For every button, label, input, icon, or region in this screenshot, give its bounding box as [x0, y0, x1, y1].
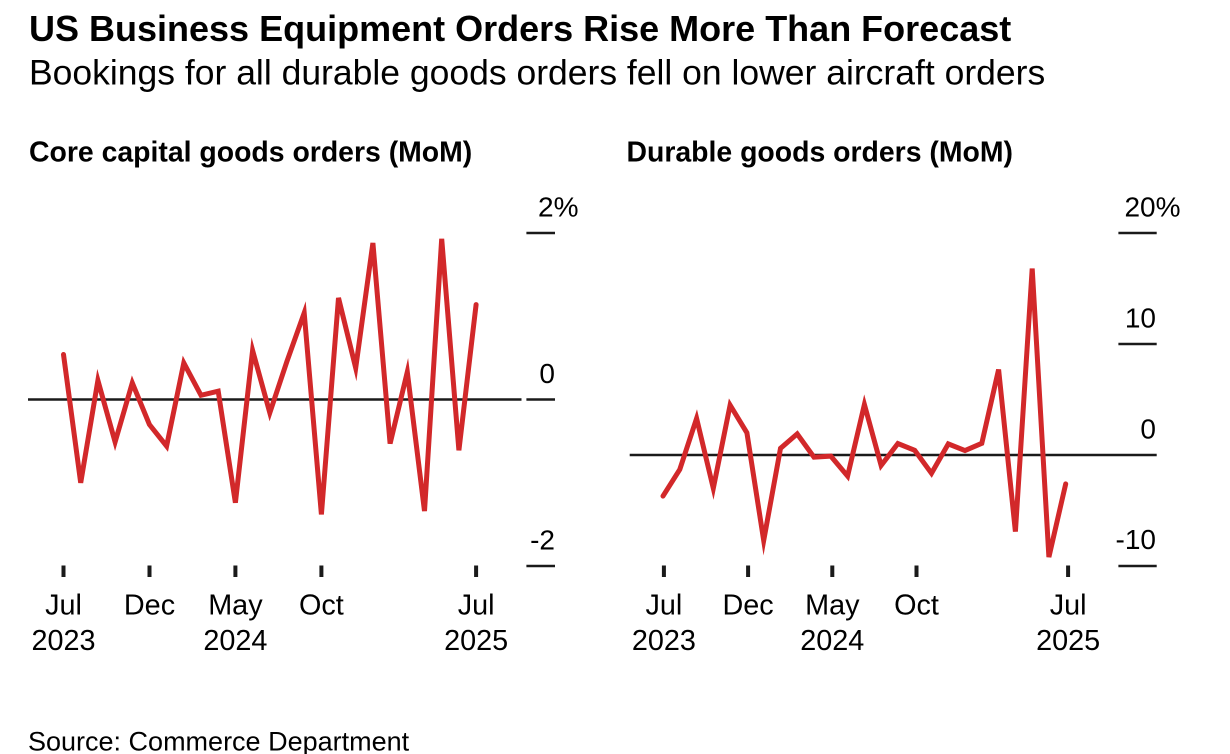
svg-text:Jul: Jul — [1050, 590, 1087, 622]
svg-text:Jul: Jul — [458, 590, 495, 622]
svg-text:2025: 2025 — [1036, 625, 1100, 657]
svg-text:2025: 2025 — [444, 625, 508, 657]
svg-text:Jul: Jul — [645, 590, 682, 622]
svg-text:-10: -10 — [1116, 524, 1156, 555]
svg-text:Dec: Dec — [722, 590, 773, 622]
svg-text:Oct: Oct — [299, 590, 344, 622]
svg-text:20%: 20% — [1124, 192, 1180, 223]
svg-text:2024: 2024 — [800, 625, 864, 657]
svg-text:Source: Commerce Department: Source: Commerce Department — [28, 727, 410, 754]
svg-text:Oct: Oct — [894, 590, 939, 622]
svg-text:2023: 2023 — [31, 625, 95, 657]
svg-text:0: 0 — [1140, 414, 1156, 445]
svg-text:Dec: Dec — [124, 590, 175, 622]
svg-text:Core capital goods orders (MoM: Core capital goods orders (MoM) — [29, 137, 472, 169]
svg-text:Bookings for all durable goods: Bookings for all durable goods orders fe… — [29, 53, 1045, 93]
svg-text:2023: 2023 — [632, 625, 696, 657]
svg-text:US Business Equipment Orders R: US Business Equipment Orders Rise More T… — [29, 8, 1011, 49]
svg-text:May: May — [208, 590, 263, 622]
svg-text:-2: -2 — [530, 525, 555, 556]
svg-text:10: 10 — [1125, 303, 1156, 334]
svg-text:Jul: Jul — [45, 590, 82, 622]
svg-text:0: 0 — [539, 358, 555, 389]
svg-text:May: May — [805, 590, 860, 622]
svg-text:2%: 2% — [538, 192, 578, 223]
svg-text:Durable goods orders (MoM): Durable goods orders (MoM) — [627, 137, 1013, 169]
svg-text:2024: 2024 — [203, 625, 267, 657]
